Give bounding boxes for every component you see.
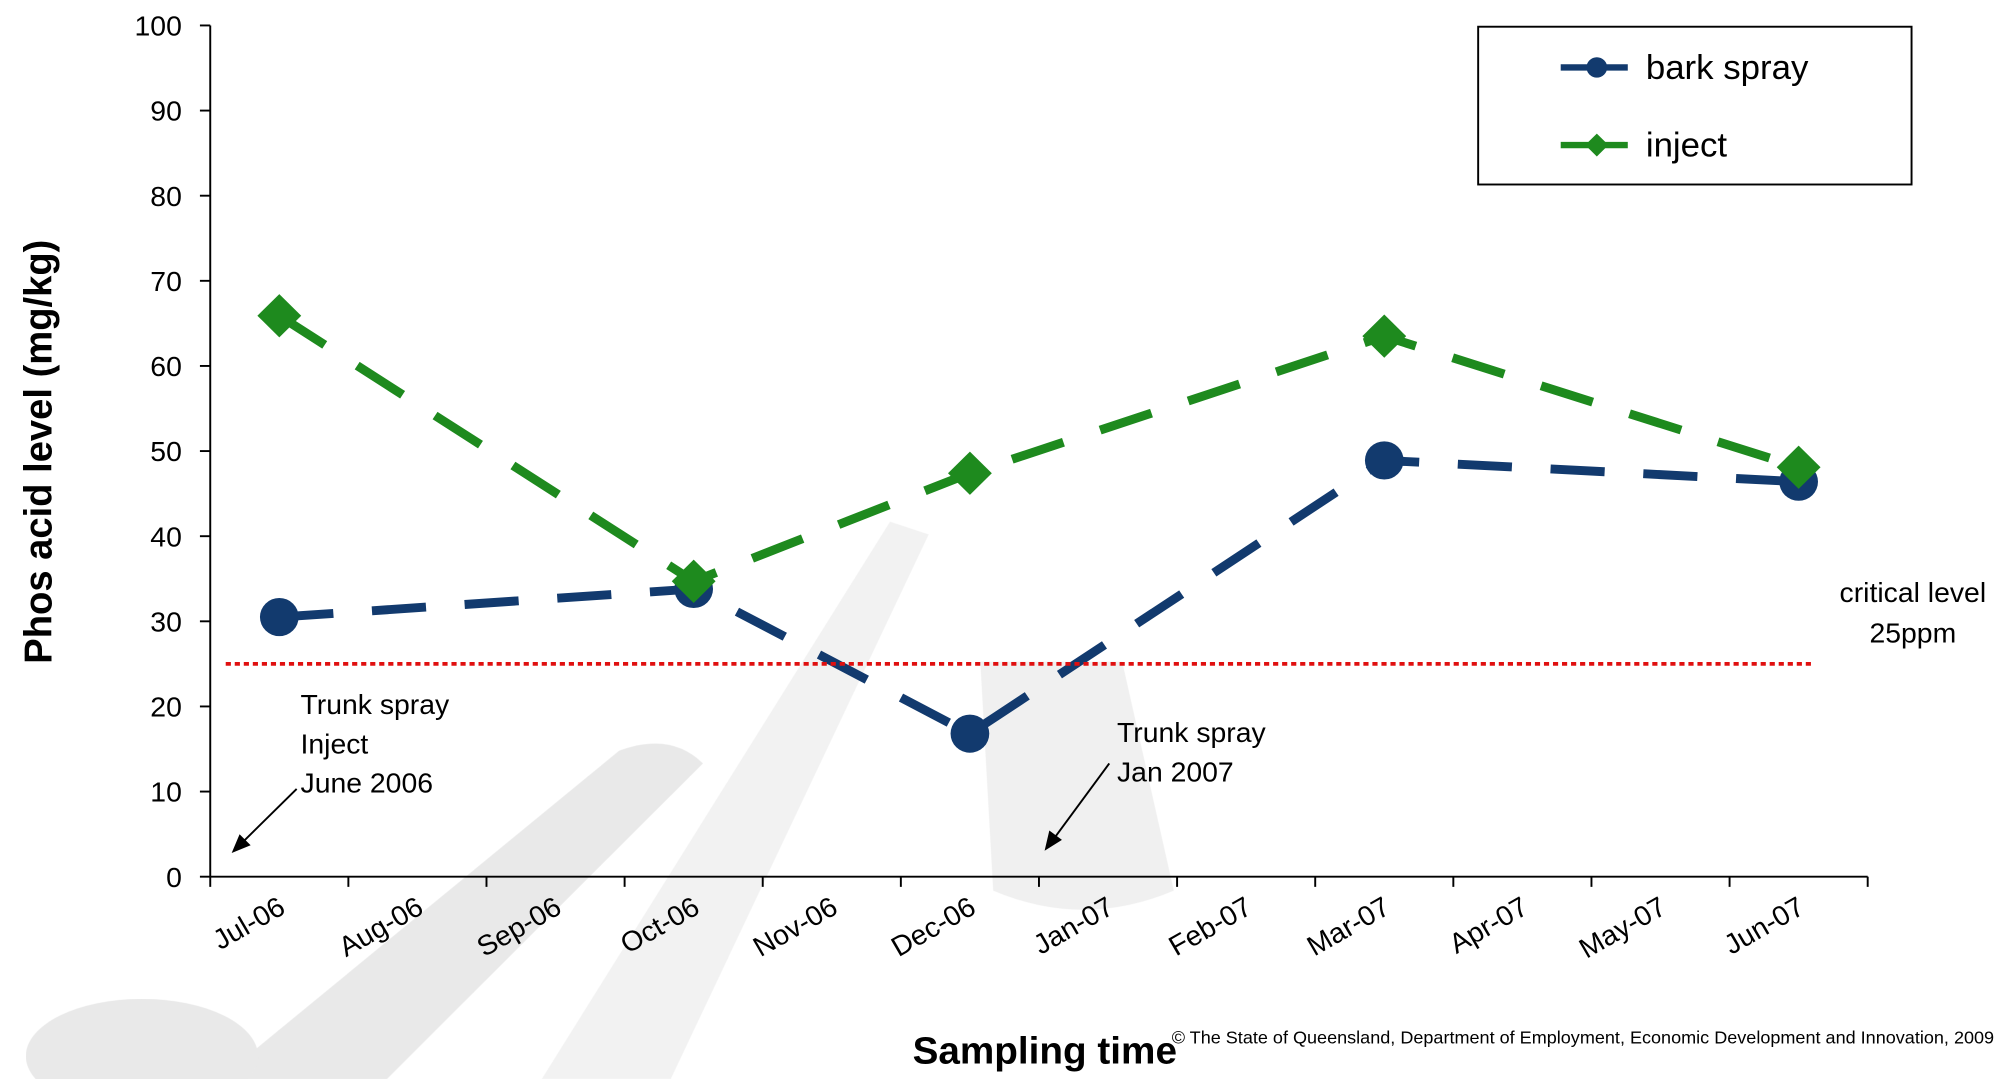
y-tick-label: 90 (150, 95, 182, 127)
x-axis-title: Sampling time (913, 1030, 1177, 1073)
point (948, 452, 992, 495)
x-tick-label: Jul-06 (207, 890, 290, 956)
annotation: Trunk spray (301, 688, 451, 720)
y-tick-label: 10 (150, 776, 182, 808)
x-tick-label: Apr-07 (1443, 890, 1533, 960)
y-tick-label: 30 (150, 606, 182, 638)
point (260, 598, 299, 636)
point (951, 715, 990, 753)
y-tick-label: 0 (166, 861, 182, 893)
y-tick-label: 40 (150, 521, 182, 553)
y-tick-label: 20 (150, 691, 182, 723)
annotation: Jan 2007 (1117, 755, 1234, 787)
annotation: Trunk spray (1117, 716, 1267, 748)
page: {"chart_data":{"type":"line", "x_label":… (0, 0, 2007, 1079)
annotation: June 2006 (301, 767, 433, 799)
legend-label: bark spray (1646, 49, 1809, 87)
y-tick-label: 100 (135, 10, 182, 42)
legend-label: inject (1646, 127, 1728, 165)
footnote: © The State of Queensland, Department of… (1172, 1027, 1994, 1047)
x-tick-label: May-07 (1573, 890, 1671, 964)
point (1362, 315, 1406, 358)
x-tick-label: Dec-06 (885, 890, 980, 963)
chart: Phos acid level (mg/kg) Sampling time © … (0, 0, 2007, 1079)
y-tick-label: 80 (150, 180, 182, 212)
series-line (279, 316, 1798, 582)
x-tick-label: Feb-07 (1163, 890, 1257, 962)
y-tick-label: 70 (150, 265, 182, 297)
critical-label: critical level (1840, 576, 1987, 608)
point (1365, 441, 1404, 479)
x-tick-label: Mar-07 (1301, 890, 1395, 962)
annotation: Inject (301, 727, 369, 759)
y-axis-title: Phos acid level (mg/kg) (17, 240, 60, 664)
x-tick-label: Jun-07 (1718, 890, 1809, 960)
critical-label: 25ppm (1869, 617, 1956, 649)
y-tick-label: 60 (150, 350, 182, 382)
y-tick-label: 50 (150, 435, 182, 467)
x-tick-label: Nov-06 (747, 890, 842, 963)
legend-marker (1587, 57, 1608, 77)
background-decoration (26, 522, 1174, 1079)
